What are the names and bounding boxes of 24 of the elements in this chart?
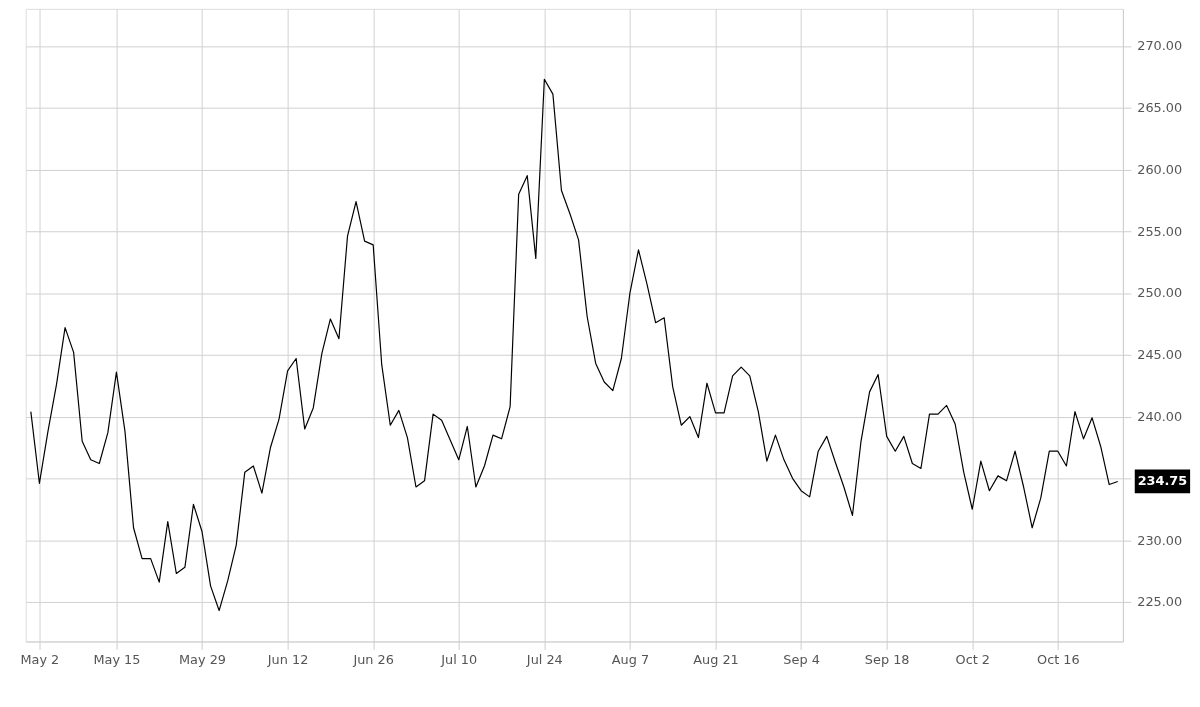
- x-tick-label: May 2: [20, 651, 60, 667]
- y-tick-label: 230.00: [1137, 532, 1183, 548]
- y-tick-label: 270.00: [1137, 38, 1183, 54]
- x-tick-label: Jul 10: [440, 651, 478, 667]
- y-tick-label: 255.00: [1137, 223, 1183, 239]
- x-tick-label: Sep 4: [783, 651, 820, 667]
- y-tick-label: 260.00: [1137, 161, 1183, 177]
- x-tick-label: Jul 24: [525, 651, 563, 667]
- line-series: [30, 78, 1119, 612]
- x-tick-label: Aug 21: [693, 651, 739, 667]
- x-tick-label: May 29: [179, 651, 226, 667]
- y-tick-label: 240.00: [1137, 409, 1183, 425]
- x-tick-label: Oct 16: [1037, 651, 1080, 667]
- x-tick-label: May 15: [93, 651, 141, 667]
- x-tick-label: Sep 18: [864, 651, 910, 667]
- x-tick-label: Jun 26: [352, 651, 394, 667]
- y-tick-label: 265.00: [1137, 100, 1183, 116]
- x-tick-label: Oct 2: [955, 651, 990, 667]
- y-tick-label: 225.00: [1137, 594, 1183, 610]
- text: 234.75: [1137, 473, 1188, 489]
- y-tick-label: 250.00: [1137, 285, 1183, 301]
- y-tick-label: 245.00: [1137, 347, 1183, 363]
- x-tick-label: Jun 12: [266, 651, 309, 667]
- x-tick-label: Aug 7: [611, 651, 650, 667]
